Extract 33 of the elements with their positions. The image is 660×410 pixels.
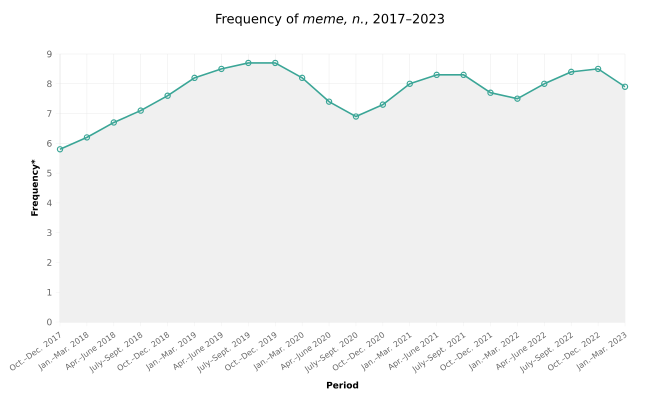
point — [487, 90, 494, 96]
x-axis-title: Period — [326, 382, 358, 388]
point — [272, 60, 278, 66]
y-tick-label: 7 — [47, 110, 52, 117]
point — [460, 72, 467, 78]
point — [218, 66, 225, 72]
y-tick-label: 8 — [47, 80, 52, 88]
point — [352, 113, 360, 120]
point — [326, 98, 332, 105]
point — [110, 119, 118, 126]
y-tick-label: 4 — [46, 200, 52, 206]
y-tick-label: 9 — [47, 50, 52, 58]
point — [541, 80, 548, 87]
point — [406, 80, 413, 87]
point — [380, 101, 386, 108]
point — [138, 107, 144, 114]
y-tick-label: 0 — [47, 318, 52, 326]
point — [84, 134, 90, 141]
y-tick-label: 6 — [47, 140, 52, 147]
point — [298, 74, 306, 82]
point — [514, 95, 521, 102]
point — [433, 72, 440, 78]
chart-title: Frequency of meme, n., 2017–2023 — [216, 14, 444, 26]
y-axis-title: Frequency* — [31, 160, 40, 216]
y-tick-label: 2 — [47, 259, 52, 266]
y-tick-label: 3 — [47, 229, 52, 236]
y-tick-label: 5 — [47, 170, 52, 176]
point — [164, 92, 171, 99]
point — [594, 66, 602, 72]
y-tick-label: 1 — [48, 288, 52, 296]
point — [191, 74, 198, 82]
point — [568, 68, 574, 76]
point — [245, 60, 252, 66]
